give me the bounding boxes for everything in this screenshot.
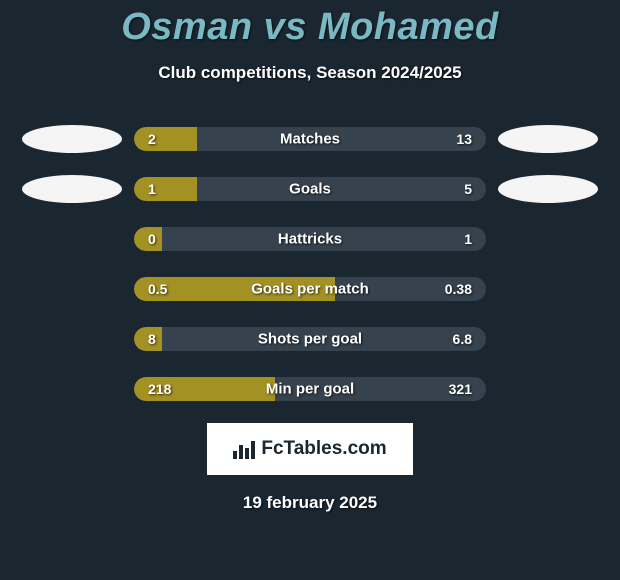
stat-label: Shots per goal	[258, 331, 362, 348]
stat-bar-fill	[134, 177, 197, 201]
player-oval-right	[498, 175, 598, 203]
stat-value-right: 6.8	[453, 331, 472, 347]
player-oval-left	[22, 175, 122, 203]
page-date: 19 february 2025	[0, 493, 620, 513]
stat-bar: 218 Min per goal 321	[134, 377, 486, 401]
stat-value-right: 5	[464, 181, 472, 197]
stat-value-left: 1	[148, 181, 156, 197]
stat-value-right: 1	[464, 231, 472, 247]
stat-bar: 8 Shots per goal 6.8	[134, 327, 486, 351]
stat-bar: 0 Hattricks 1	[134, 227, 486, 251]
stat-label: Hattricks	[278, 231, 342, 248]
player-oval-right	[498, 125, 598, 153]
stat-row: 0 Hattricks 1	[0, 225, 620, 253]
stat-label: Matches	[280, 131, 340, 148]
stat-label: Min per goal	[266, 381, 354, 398]
stat-row: 1 Goals 5	[0, 175, 620, 203]
page-subtitle: Club competitions, Season 2024/2025	[0, 63, 620, 83]
stat-row: 2 Matches 13	[0, 125, 620, 153]
stat-row: 218 Min per goal 321	[0, 375, 620, 403]
page-title: Osman vs Mohamed	[0, 0, 620, 49]
stat-label: Goals	[289, 181, 331, 198]
stat-row: 8 Shots per goal 6.8	[0, 325, 620, 353]
stat-value-right: 0.38	[445, 281, 472, 297]
bars-icon	[233, 439, 255, 459]
stat-value-left: 2	[148, 131, 156, 147]
stat-bar: 0.5 Goals per match 0.38	[134, 277, 486, 301]
stat-value-right: 13	[456, 131, 472, 147]
stat-row: 0.5 Goals per match 0.38	[0, 275, 620, 303]
comparison-page: Osman vs Mohamed Club competitions, Seas…	[0, 0, 620, 580]
player-oval-left	[22, 125, 122, 153]
stat-value-right: 321	[449, 381, 472, 397]
stat-bar-fill	[134, 127, 197, 151]
logo-box[interactable]: FcTables.com	[207, 423, 413, 475]
stat-value-left: 218	[148, 381, 171, 397]
chart-area: 2 Matches 13 1 Goals 5 0 Hattricks 1 0.5 Goals per…	[0, 125, 620, 403]
stat-value-left: 0	[148, 231, 156, 247]
stat-value-left: 0.5	[148, 281, 167, 297]
stat-bar: 2 Matches 13	[134, 127, 486, 151]
logo-text: FcTables.com	[261, 438, 386, 460]
stat-bar: 1 Goals 5	[134, 177, 486, 201]
stat-value-left: 8	[148, 331, 156, 347]
stat-label: Goals per match	[251, 281, 369, 298]
